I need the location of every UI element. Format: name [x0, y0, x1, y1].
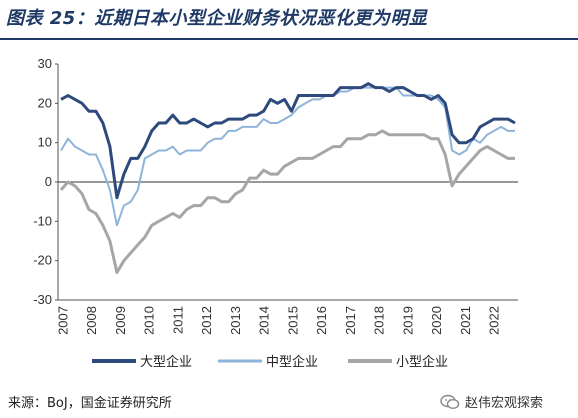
series-line [60, 82, 516, 200]
y-tick-label: -20 [33, 253, 52, 268]
plot-area: -30 -20 -10 0 10 20 30 2007 2008 2009 2010 2011 201… [33, 56, 518, 335]
series-line [59, 129, 515, 274]
x-tick-label: 2008 [84, 306, 99, 335]
x-tick-label: 2020 [429, 306, 444, 335]
y-tick-label: -10 [33, 213, 52, 228]
x-tick-label: 2017 [343, 306, 358, 335]
y-tick-label: 0 [45, 174, 52, 189]
x-tick-label: 2009 [113, 306, 128, 335]
legend: 大型企业 中型企业 小型企业 [92, 354, 448, 370]
y-tick-label: -30 [33, 292, 52, 307]
legend-label: 中型企业 [266, 354, 318, 370]
watermark-label: 赵伟宏观探索 [465, 396, 544, 411]
y-tick-label: 10 [38, 135, 52, 150]
y-tick-labels: -30 -20 -10 0 10 20 30 [33, 56, 58, 307]
title-divider [0, 38, 578, 40]
y-tick-label: 30 [38, 56, 52, 71]
x-tick-label: 2015 [285, 306, 300, 335]
source-note: 来源：BoJ，国金证券研究所 [8, 396, 172, 411]
x-tick-label: 2019 [400, 306, 415, 335]
x-tick-label: 2016 [314, 306, 329, 335]
x-tick-label: 2013 [228, 306, 243, 335]
x-tick-label: 2021 [458, 306, 473, 335]
x-tick-label: 2007 [55, 306, 70, 335]
x-tick-label: 2010 [142, 306, 157, 335]
x-tick-label: 2022 [487, 306, 502, 335]
x-tick-label: 2011 [170, 306, 185, 334]
series-line [60, 86, 515, 227]
y-tick-label: 20 [38, 95, 52, 110]
watermark: 赵伟宏观探索 [440, 392, 543, 411]
x-tick-label: 2012 [199, 306, 214, 335]
x-tick-label: 2018 [372, 306, 387, 335]
x-tick-label: 2014 [257, 306, 272, 335]
legend-label: 小型企业 [396, 354, 448, 370]
figure-title: 图表 25：近期日本小型企业财务状况恶化更为明显 [6, 8, 428, 29]
wechat-icon [440, 394, 460, 410]
x-tick-labels: 2007 2008 2009 2010 2011 2012 2013 2014 2015 2016… [55, 306, 501, 335]
series-lines [59, 82, 516, 274]
legend-label: 大型企业 [140, 354, 192, 370]
